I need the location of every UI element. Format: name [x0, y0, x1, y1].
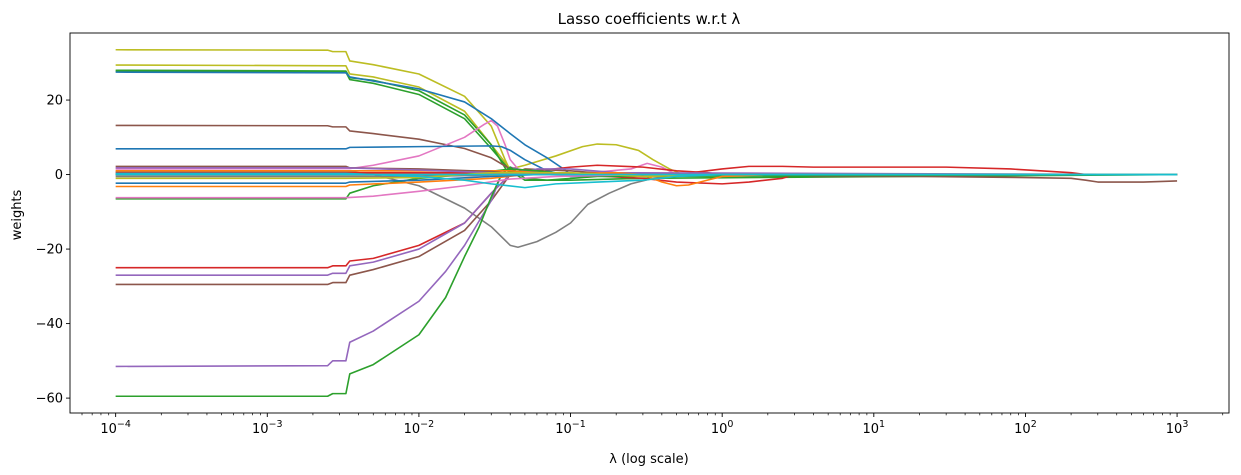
series-line-2	[115, 70, 1178, 181]
series-line-11	[115, 165, 1178, 176]
x-tick-label: 102	[1014, 419, 1037, 437]
x-axis-label: λ (log scale)	[609, 452, 688, 467]
x-tick-label: 103	[1166, 419, 1189, 437]
x-tick-base: 10	[555, 422, 572, 437]
y-tick-label: −20	[36, 243, 63, 258]
y-tick-label: −40	[36, 317, 63, 332]
x-tick-label: 101	[863, 419, 886, 437]
x-tick-label: 10−4	[100, 419, 131, 437]
x-tick-label: 10−2	[404, 419, 435, 437]
x-tick-exponent: 2	[1031, 419, 1037, 430]
x-tick-exponent: −3	[269, 419, 283, 430]
x-tick-exponent: −2	[420, 419, 434, 430]
series-line-12	[115, 168, 1178, 286]
series-line-26	[115, 172, 1178, 189]
series-line-14	[115, 168, 1178, 276]
series-line-4	[115, 71, 1178, 176]
series-line-1	[115, 64, 1178, 176]
x-tick-exponent: −1	[572, 419, 586, 430]
x-tick-label: 100	[711, 419, 734, 437]
x-tick-base: 10	[100, 422, 117, 437]
x-tick-exponent: 3	[1182, 419, 1188, 430]
x-tick-base: 10	[252, 422, 269, 437]
x-tick-exponent: 1	[879, 419, 885, 430]
y-tick-label: −60	[36, 392, 63, 407]
y-tick-label: 0	[55, 168, 63, 183]
x-tick-base: 10	[711, 422, 728, 437]
series-layer	[115, 48, 1178, 398]
y-tick-label: 20	[46, 94, 63, 109]
x-tick-label: 10−1	[555, 419, 586, 437]
series-line-3	[115, 69, 1178, 176]
plot-frame	[69, 32, 1230, 414]
series-line-16	[115, 166, 1178, 398]
x-tick-label: 10−3	[252, 419, 283, 437]
x-tick-exponent: 0	[727, 419, 733, 430]
x-tick-exponent: −4	[117, 419, 131, 430]
series-line-6	[115, 119, 1178, 176]
x-axis-ticks: 10−4 10−3 10−2 10−1 100 101 102 103	[100, 413, 1188, 437]
x-tick-base: 10	[1166, 422, 1183, 437]
y-axis-ticks: 20 0 −20 −40 −60	[36, 94, 70, 407]
chart-title: Lasso coefficients w.r.t λ	[558, 10, 741, 28]
x-tick-base: 10	[1014, 422, 1031, 437]
x-tick-base: 10	[863, 422, 880, 437]
x-tick-base: 10	[404, 422, 421, 437]
y-axis-label: weights	[10, 189, 25, 240]
